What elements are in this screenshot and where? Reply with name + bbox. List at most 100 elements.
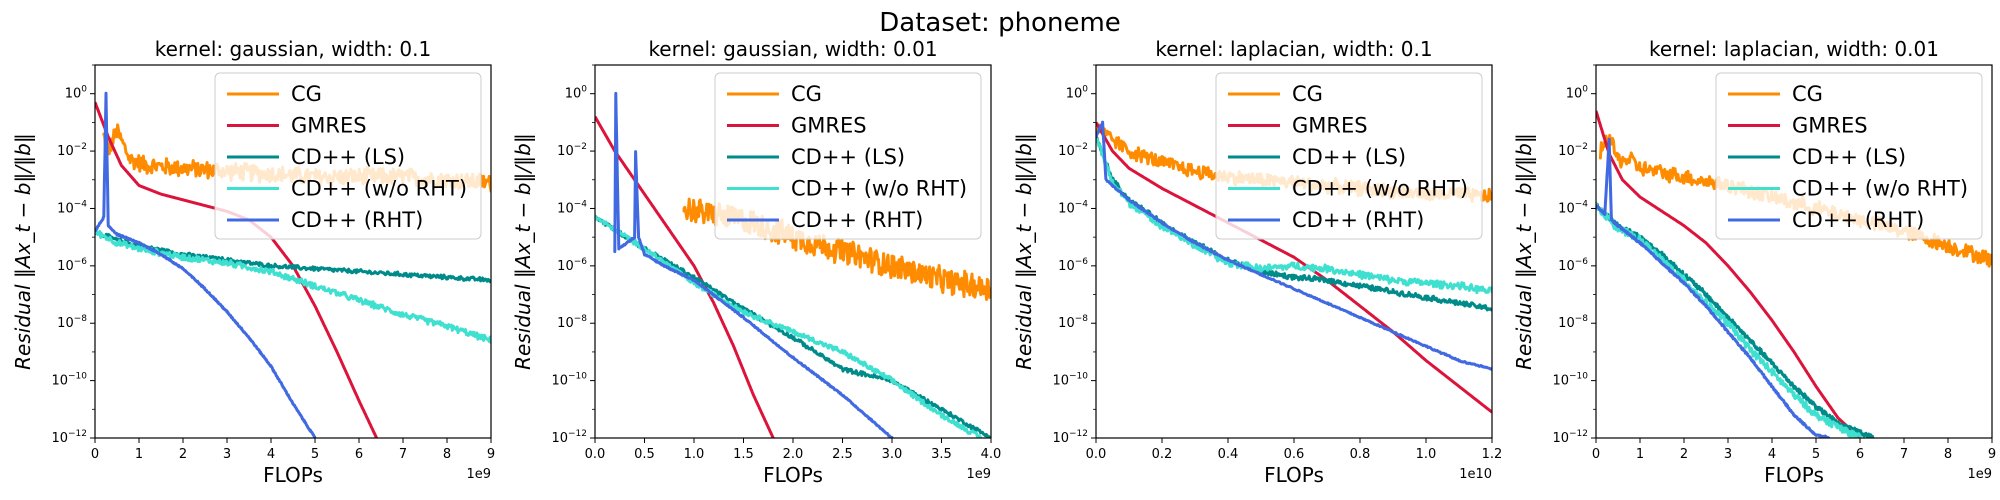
figure-suptitle: Dataset: phoneme [879, 8, 1121, 38]
legend-entry: GMRES [291, 114, 367, 138]
legend-entry: CD++ (RHT) [291, 208, 423, 232]
legend-entry: CD++ (w/o RHT) [791, 177, 967, 201]
series-line-gmres [595, 115, 775, 438]
x-tick-label: 9 [1988, 447, 1996, 462]
x-axis-label: FLOPs [763, 463, 823, 487]
panel-3: kernel: laplacian, width: 0.1 0.0 0.2 0.4 0.… [1012, 37, 1502, 487]
x-scale-label: 1e9 [466, 467, 491, 482]
panel-2: kernel: gaussian, width: 0.01 0.0 0.5 1.0 1.… [511, 37, 1001, 487]
series-line-cd-ls- [1596, 202, 1875, 438]
y-tick-label: 100 [1066, 85, 1089, 102]
x-tick-label: 0.4 [1218, 447, 1239, 462]
y-axis-label: Residual ‖Ax_t − b‖/‖b‖ [1012, 133, 1036, 370]
series-line-cd-ls- [95, 229, 491, 284]
x-tick-label: 2.5 [832, 447, 853, 462]
x-scale-label: 1e9 [1967, 467, 1992, 482]
y-tick-label: 10−10 [1552, 372, 1588, 389]
legend-entry: GMRES [791, 114, 867, 138]
x-tick-label: 3.0 [882, 447, 903, 462]
x-tick-label: 3 [223, 447, 231, 462]
x-tick-label: 0.6 [1284, 447, 1305, 462]
y-tick-label: 10−8 [1058, 314, 1088, 331]
y-tick-label: 10−2 [1558, 142, 1588, 159]
x-tick-label: 2 [179, 447, 187, 462]
legend-entry: CG [1292, 82, 1323, 106]
x-tick-label: 2.0 [783, 447, 804, 462]
x-tick-label: 3 [1724, 447, 1732, 462]
series-line-cd-w-o-rht- [1596, 201, 1862, 438]
series-line-cd-w-o-rht- [1096, 136, 1492, 295]
x-tick-label: 1 [1636, 447, 1644, 462]
series-line-gmres [1596, 110, 1862, 438]
series-line-cd-rht- [1596, 137, 1831, 438]
x-tick-label: 0.5 [634, 447, 655, 462]
x-tick-label: 1.2 [1482, 447, 1503, 462]
y-tick-label: 10−6 [1058, 257, 1088, 274]
x-tick-label: 1.5 [733, 447, 754, 462]
y-tick-label: 10−2 [1058, 142, 1088, 159]
legend-entry: CD++ (RHT) [791, 208, 923, 232]
legend-entry: CD++ (LS) [1292, 145, 1406, 169]
series-line-gmres [1096, 121, 1492, 414]
x-tick-label: 8 [1944, 447, 1952, 462]
x-tick-label: 7 [1900, 447, 1908, 462]
x-tick-label: 0 [91, 447, 99, 462]
axes-frame [94, 64, 492, 439]
legend-entry: CD++ (LS) [791, 145, 905, 169]
x-tick-label: 5 [1812, 447, 1820, 462]
x-tick-label: 0.2 [1152, 447, 1173, 462]
series-line-cd-rht- [1096, 120, 1492, 371]
y-tick-label: 100 [565, 85, 588, 102]
y-tick-label: 10−2 [57, 142, 87, 159]
y-tick-label: 10−10 [1052, 372, 1088, 389]
legend-entry: CD++ (w/o RHT) [1792, 177, 1968, 201]
legend-entry: CD++ (LS) [1792, 145, 1906, 169]
legend: CG GMRES CD++ (LS) CD++ (w/o RHT) CD++ (RHT) [1715, 72, 1983, 240]
legend-box [714, 72, 982, 240]
y-axis-label: Residual ‖Ax_t − b‖/‖b‖ [511, 133, 535, 370]
legend-entry: CG [791, 82, 822, 106]
x-tick-label: 3.5 [931, 447, 952, 462]
x-tick-label: 6 [1856, 447, 1864, 462]
y-tick-label: 10−12 [1052, 429, 1088, 446]
y-axis-label: Residual ‖Ax_t − b‖/‖b‖ [1512, 133, 1536, 370]
panel-title: kernel: laplacian, width: 0.01 [1649, 37, 1939, 61]
x-tick-label: 4.0 [981, 447, 1002, 462]
x-axis-label: FLOPs [1264, 463, 1324, 487]
legend-box [214, 72, 482, 240]
legend: CG GMRES CD++ (LS) CD++ (w/o RHT) CD++ (RHT) [714, 72, 982, 240]
x-tick-label: 2 [1680, 447, 1688, 462]
y-tick-label: 10−8 [57, 314, 87, 331]
legend-entry: CG [291, 82, 322, 106]
x-tick-label: 6 [355, 447, 363, 462]
series-line-cd-rht- [613, 91, 894, 438]
y-axis-label: Residual ‖Ax_t − b‖/‖b‖ [11, 133, 35, 370]
legend-entry: GMRES [1292, 114, 1368, 138]
y-tick-label: 10−12 [51, 429, 87, 446]
y-tick-label: 10−12 [1552, 429, 1588, 446]
y-tick-label: 100 [65, 85, 88, 102]
x-tick-label: 8 [443, 447, 451, 462]
x-axis-label: FLOPs [1764, 463, 1824, 487]
x-tick-label: 7 [399, 447, 407, 462]
x-tick-label: 0 [1592, 447, 1600, 462]
y-tick-label: 10−4 [1558, 199, 1588, 216]
y-tick-label: 10−6 [1558, 257, 1588, 274]
y-tick-label: 10−12 [551, 429, 587, 446]
legend: CG GMRES CD++ (LS) CD++ (w/o RHT) CD++ (RHT) [214, 72, 482, 240]
legend-entry: CD++ (LS) [291, 145, 405, 169]
x-tick-label: 9 [487, 447, 495, 462]
y-tick-label: 10−8 [1558, 314, 1588, 331]
axes-frame [1595, 64, 1993, 439]
panel-title: kernel: gaussian, width: 0.01 [648, 37, 937, 61]
panels: kernel: gaussian, width: 0.10 1 2 3 4 5 6 7 8 910… [11, 37, 1996, 487]
legend-entry: GMRES [1792, 114, 1868, 138]
panel-1: kernel: gaussian, width: 0.1 0 1 2 3 4 5 6 7 8 9 10… [11, 37, 495, 487]
y-tick-label: 10−4 [557, 199, 587, 216]
legend-box [1215, 72, 1483, 240]
x-tick-label: 1.0 [684, 447, 705, 462]
legend-box [1715, 72, 1983, 240]
y-tick-label: 10−2 [557, 142, 587, 159]
legend-entry: CD++ (RHT) [1792, 208, 1924, 232]
